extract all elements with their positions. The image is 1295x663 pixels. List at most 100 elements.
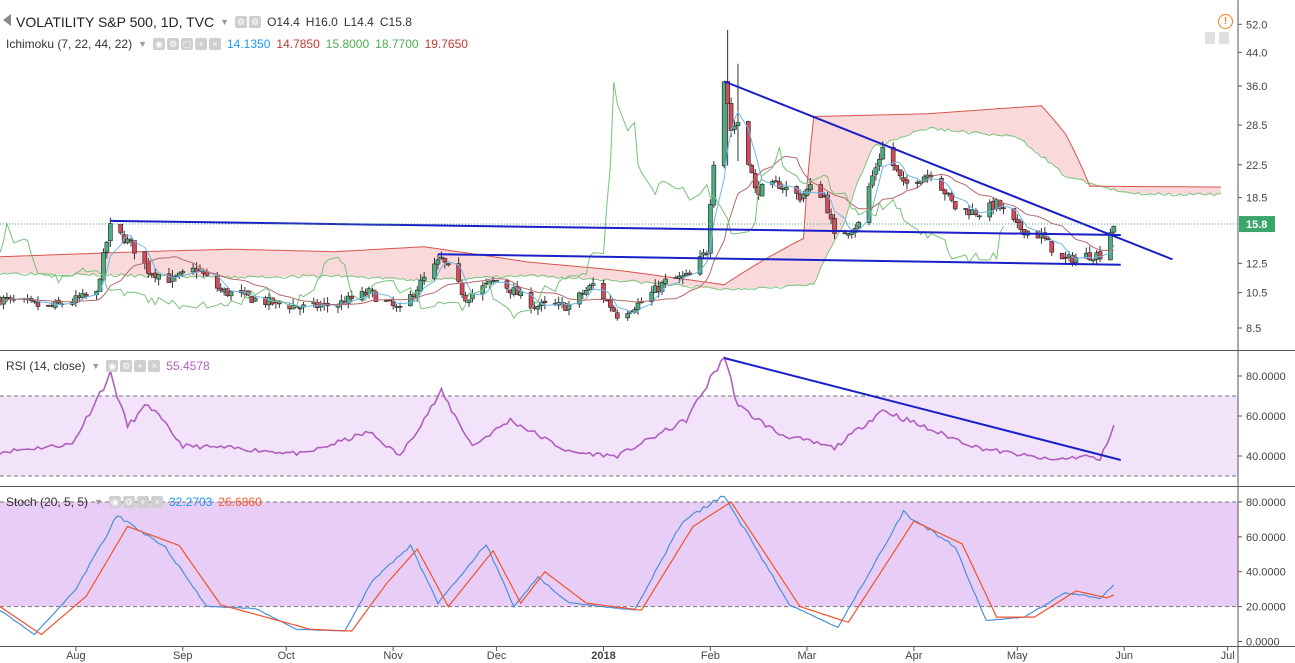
chevron-down-icon[interactable]: ▼ — [91, 361, 101, 371]
candle-body — [1090, 259, 1096, 262]
cloud-span-a — [0, 126, 1221, 291]
candle-body — [746, 121, 751, 165]
candle-body — [435, 259, 441, 265]
candle-body — [894, 165, 899, 171]
candle-body — [418, 279, 424, 292]
time-axis-tick-label: Sep — [173, 650, 193, 662]
stoch-legend: Stoch (20, 5, 5) ▼ ◉ ⚙ + × 32.2703 26.68… — [6, 495, 262, 509]
candle-body — [1018, 221, 1024, 230]
candle-body — [711, 164, 717, 206]
time-axis-tick-label: Jun — [1115, 650, 1133, 662]
time-axis-tick-label: May — [1007, 650, 1028, 662]
candle-body — [808, 184, 813, 191]
candle-body — [387, 299, 392, 302]
candle-body — [1108, 232, 1113, 261]
settings-icon[interactable]: ⚙ — [235, 16, 248, 28]
settings-icon[interactable]: ⚙ — [167, 38, 179, 50]
ichimoku-value-4: 18.7700 — [375, 37, 419, 51]
candle-body — [432, 263, 437, 279]
chikou-line — [0, 81, 1004, 320]
candle-body — [566, 304, 572, 310]
candle-body — [83, 293, 89, 297]
rsi-label[interactable]: RSI (14, close) — [6, 359, 86, 373]
candle-body — [880, 146, 886, 160]
candle-body — [587, 285, 592, 290]
time-axis-tick-label: Apr — [905, 650, 922, 662]
candle-body — [801, 193, 806, 199]
candle-body — [456, 263, 461, 282]
candle-body — [583, 290, 589, 295]
candle-body — [608, 299, 613, 308]
candle-body — [101, 252, 106, 281]
candle-body — [987, 202, 993, 218]
candle-body — [942, 189, 948, 195]
pane-down-icon[interactable] — [1219, 32, 1229, 44]
candle-body — [890, 147, 896, 167]
stoch-label[interactable]: Stoch (20, 5, 5) — [6, 495, 89, 509]
last-price-label: 15.8 — [1246, 219, 1267, 231]
rsi-value: 55.4578 — [166, 359, 210, 373]
price-axis-tick-label: 36.0 — [1246, 81, 1267, 93]
candle-body — [963, 208, 968, 210]
settings-icon[interactable]: ⚙ — [122, 496, 135, 508]
rsi-band — [0, 396, 1238, 476]
rsi-trendline — [723, 357, 1122, 461]
close-icon[interactable]: × — [148, 360, 161, 372]
chevron-down-icon[interactable]: ▼ — [94, 497, 103, 507]
candle-body — [777, 181, 782, 189]
chevron-down-icon[interactable]: ▼ — [220, 17, 230, 27]
eye-icon[interactable]: ◉ — [153, 38, 165, 50]
ichimoku-label[interactable]: Ichimoku (7, 22, 44, 22) — [6, 37, 133, 51]
candle-body — [1111, 225, 1117, 233]
symbol-title[interactable]: VOLATILITY S&P 500, 1D, TVC — [16, 14, 215, 30]
plus-icon[interactable]: + — [136, 496, 149, 508]
cloud-span-b — [0, 105, 1221, 286]
candle-body — [752, 172, 758, 189]
time-axis-tick-label: Feb — [701, 650, 720, 662]
candle-body — [897, 169, 903, 177]
plus-icon[interactable]: + — [134, 360, 147, 372]
candle-body — [732, 125, 737, 130]
settings-icon[interactable]: ⚙ — [120, 360, 133, 372]
flag-icon[interactable] — [3, 14, 11, 26]
candle-body — [697, 256, 703, 275]
compare-icon[interactable]: ⚙ — [249, 16, 262, 28]
candle-body — [663, 278, 668, 284]
candle-body — [104, 241, 110, 253]
candle-body — [8, 297, 13, 300]
alert-icon[interactable]: ! — [1218, 14, 1233, 29]
ichimoku-value-3: 15.8000 — [325, 37, 370, 51]
ohlc-close: C15.8 — [379, 15, 412, 29]
eye-icon[interactable]: ◉ — [106, 360, 119, 372]
rsi-axis-tick-label: 40.0000 — [1246, 451, 1286, 463]
candle-body — [1097, 251, 1103, 260]
candle-body — [349, 295, 355, 299]
time-axis-tick-label: Nov — [383, 650, 403, 662]
candle-body — [228, 291, 234, 297]
stoch-axis-tick-label: 60.0000 — [1246, 532, 1286, 544]
eye-icon[interactable]: ◉ — [108, 496, 121, 508]
pane-up-icon[interactable] — [1205, 32, 1215, 44]
stoch-k-line — [0, 495, 1115, 636]
candle-body — [170, 276, 175, 282]
candle-body — [73, 295, 79, 303]
candle-body — [1049, 240, 1055, 253]
stoch-axis-tick-label: 40.0000 — [1246, 567, 1286, 579]
candle-body — [725, 81, 730, 105]
candle-body — [504, 280, 510, 289]
chevron-down-icon[interactable]: ▼ — [138, 39, 147, 49]
candle-body — [977, 215, 982, 218]
close-icon[interactable]: × — [150, 496, 163, 508]
candle-body — [97, 278, 103, 292]
rsi-legend: RSI (14, close) ▼ ◉ ⚙ + × 55.4578 — [6, 359, 210, 373]
rsi-axis-tick-label: 60.0000 — [1246, 411, 1286, 423]
candle-body — [1087, 252, 1093, 261]
time-axis-tick-label: Oct — [278, 650, 295, 662]
price-axis-tick-label: 44.0 — [1246, 47, 1267, 59]
close-icon[interactable]: × — [209, 38, 221, 50]
plus-icon[interactable]: + — [195, 38, 207, 50]
candle-body — [459, 282, 465, 295]
copy-icon[interactable]: ▢ — [181, 38, 193, 50]
candle-body — [297, 307, 303, 310]
